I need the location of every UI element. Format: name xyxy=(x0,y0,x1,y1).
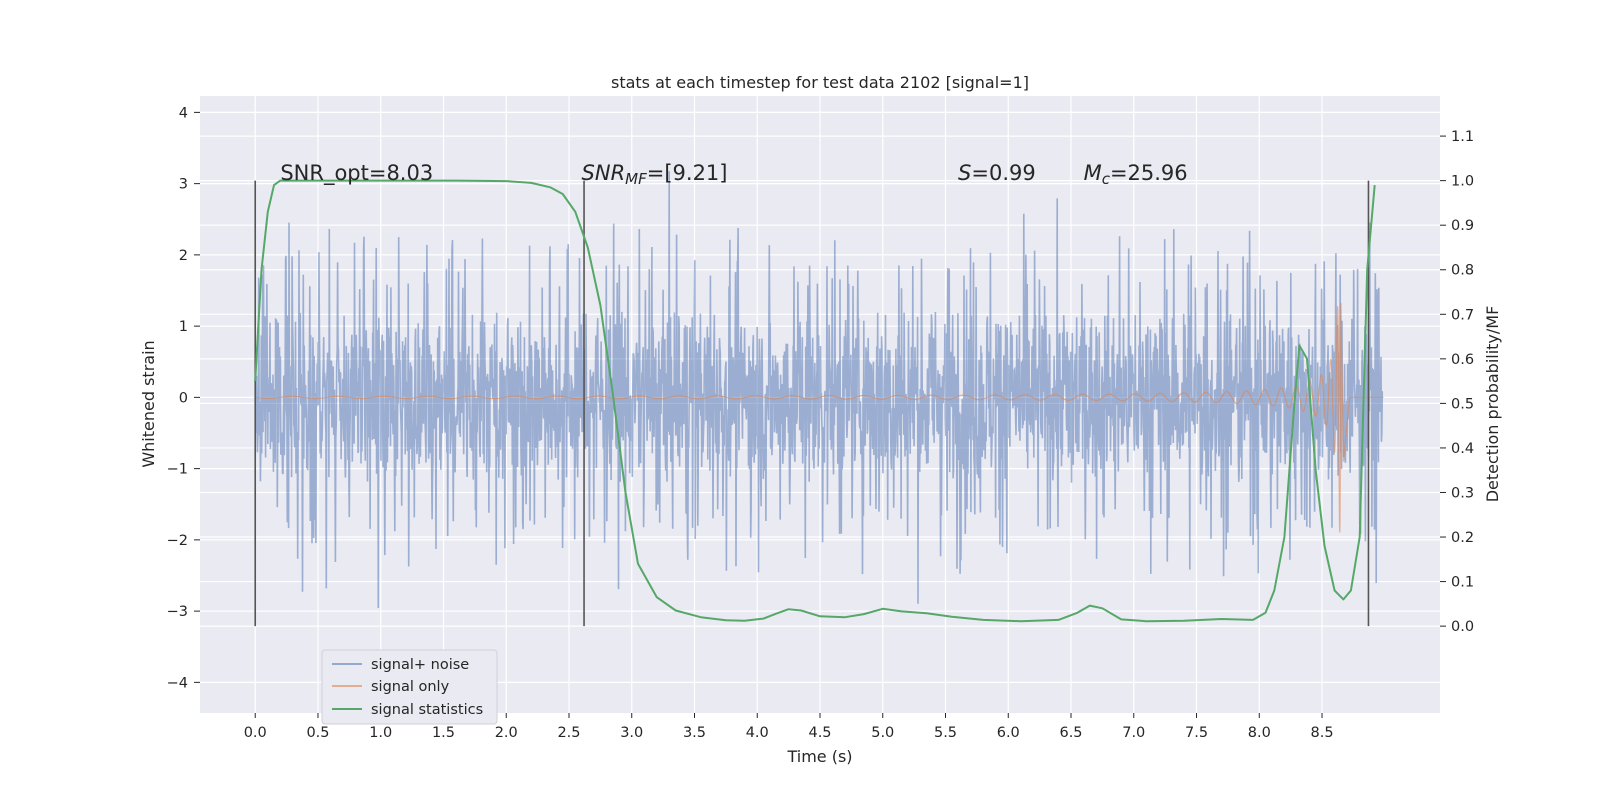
annotation-1: SNRMF=[9.21] xyxy=(582,161,728,188)
annotation-2: S=0.99 xyxy=(958,161,1036,185)
x-tick-label: 3.5 xyxy=(683,725,706,741)
left-tick-label: 3 xyxy=(179,177,188,193)
legend-box xyxy=(321,649,498,725)
legend-label-signal: signal only xyxy=(371,679,450,695)
right-tick-label: 0.5 xyxy=(1451,396,1474,412)
left-tick-label: 4 xyxy=(179,105,188,121)
chirp-trace xyxy=(255,303,1384,533)
chart-title: stats at each timestep for test data 210… xyxy=(611,73,1029,92)
left-tick-label: 0 xyxy=(179,390,188,406)
right-tick-label: 0.3 xyxy=(1451,485,1474,501)
right-axis-ticks: 0.0 0.1 0.2 0.3 0.4 0.5 0.6 0.7 0.8 0.9 1.0 1.1 xyxy=(1440,129,1474,635)
right-axis-label: Detection probability/MF xyxy=(1483,306,1502,503)
series-signal-plus-noise xyxy=(254,171,1384,609)
x-tick-label: 8.5 xyxy=(1310,725,1333,741)
left-axis-ticks: −4 −3 −2 −1 0 1 2 3 4 xyxy=(167,105,200,691)
left-tick-label: −2 xyxy=(167,533,188,549)
left-tick-label: −3 xyxy=(167,604,188,620)
annotation-3: Mc=25.96 xyxy=(1084,161,1188,188)
legend-label-noise: signal+ noise xyxy=(371,657,469,673)
right-tick-label: 1.1 xyxy=(1451,129,1474,145)
stats-trace xyxy=(254,179,1376,623)
x-tick-label: 2.5 xyxy=(557,725,580,741)
right-tick-label: 1.0 xyxy=(1451,174,1474,190)
x-tick-label: 4.5 xyxy=(808,725,831,741)
x-axis-ticks: 0.0 0.5 1.0 1.5 2.0 2.5 3.0 3.5 4.0 4.5 5.0 5.5 6.0 6… xyxy=(244,713,1334,741)
x-tick-label: 0.0 xyxy=(244,725,267,741)
x-tick-label: 7.5 xyxy=(1185,725,1208,741)
x-tick-label: 5.0 xyxy=(871,725,894,741)
left-tick-label: 2 xyxy=(179,248,188,264)
annotation-0: SNR_opt=8.03 xyxy=(280,161,433,186)
legend-label-stats: signal statistics xyxy=(371,702,483,718)
x-tick-label: 7.0 xyxy=(1122,725,1145,741)
annotations: SNR_opt=8.03 SNRMF=[9.21] S=0.99 Mc=25.96 xyxy=(280,161,1187,188)
left-axis-label: Whitened strain xyxy=(139,340,158,467)
right-tick-label: 0.0 xyxy=(1451,619,1474,635)
x-tick-label: 3.0 xyxy=(620,725,643,741)
left-tick-label: −4 xyxy=(167,675,188,691)
right-tick-label: 0.2 xyxy=(1451,530,1474,546)
x-tick-label: 2.0 xyxy=(495,725,518,741)
left-tick-label: 1 xyxy=(179,319,188,335)
right-tick-label: 0.1 xyxy=(1451,575,1474,591)
x-tick-label: 6.0 xyxy=(997,725,1020,741)
right-tick-label: 0.9 xyxy=(1451,218,1474,234)
right-tick-label: 0.4 xyxy=(1451,441,1474,457)
series-signal-only xyxy=(255,303,1384,533)
legend: signal+ noise signal only signal statist… xyxy=(321,649,498,725)
x-tick-label: 0.5 xyxy=(306,725,329,741)
x-tick-label: 8.0 xyxy=(1248,725,1271,741)
x-axis-label: Time (s) xyxy=(786,747,852,766)
x-tick-label: 6.5 xyxy=(1059,725,1082,741)
x-tick-label: 1.5 xyxy=(432,725,455,741)
right-tick-label: 0.7 xyxy=(1451,307,1474,323)
left-tick-label: −1 xyxy=(167,462,188,478)
x-tick-label: 1.0 xyxy=(369,725,392,741)
noise-trace xyxy=(254,171,1384,609)
x-tick-label: 5.5 xyxy=(934,725,957,741)
right-tick-label: 0.8 xyxy=(1451,263,1474,279)
series-signal-statistics xyxy=(254,179,1376,623)
right-tick-label: 0.6 xyxy=(1451,352,1474,368)
x-tick-label: 4.0 xyxy=(746,725,769,741)
